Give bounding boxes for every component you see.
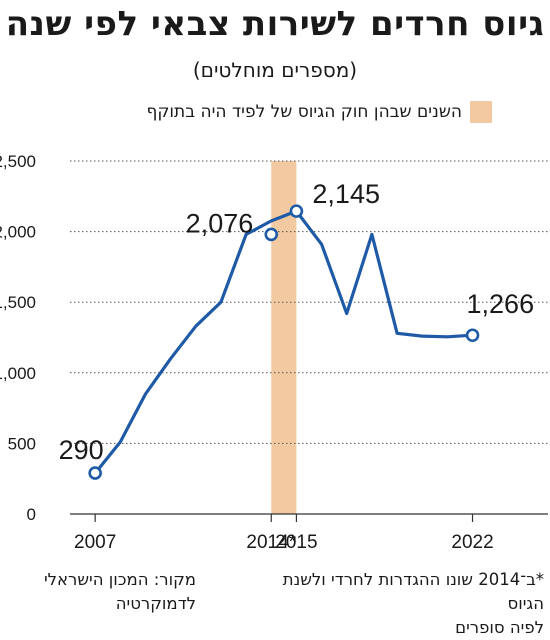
- footnote-line-2: לפיה סופרים: [455, 618, 544, 637]
- line-chart: 0 500 1,000 1,500 2,000 2,500 2007 2014*2015 202…: [0, 152, 548, 553]
- data-label: 1,266: [467, 289, 535, 319]
- y-tick-label: 2,000: [0, 223, 36, 242]
- x-tick-label: 2014*: [246, 532, 296, 553]
- chart-title: גיוס חרדים לשירות צבאי לפי שנה: [5, 4, 545, 44]
- data-point-marker: [88, 466, 102, 480]
- legend: השנים שבהן חוק הגיוס של לפיד היה בתוקף: [146, 101, 492, 123]
- x-tick-label: 2015: [275, 532, 317, 553]
- y-tick-label: 1,000: [0, 364, 36, 383]
- data-label: 2,076: [186, 208, 254, 238]
- source-line-2: לדמוקרטיה: [115, 594, 196, 613]
- data-point-marker: [264, 227, 279, 242]
- footnote-line-1: *ב־2014 שונו ההגדרות לחרדי ולשנת הגיוס: [282, 570, 544, 613]
- x-tick-label: 2007: [74, 532, 116, 553]
- data-point-marker: [289, 204, 304, 218]
- legend-swatch: [470, 101, 492, 123]
- source-note: מקור: המכון הישראלי לדמוקרטיה: [6, 568, 196, 616]
- x-tick-label: 2022: [451, 532, 493, 553]
- legend-label: השנים שבהן חוק הגיוס של לפיד היה בתוקף: [146, 102, 462, 122]
- y-tick-label: 2,500: [0, 152, 36, 171]
- data-label: 2,145: [312, 179, 380, 209]
- data-label: 290: [59, 435, 104, 465]
- y-tick-label: 1,500: [0, 293, 36, 312]
- y-tick-label: 500: [8, 434, 36, 453]
- source-line-1: מקור: המכון הישראלי: [43, 570, 196, 589]
- data-point-marker: [465, 328, 480, 343]
- chart-subtitle: (מספרים מוחלטים): [192, 58, 358, 82]
- footnote: *ב־2014 שונו ההגדרות לחרדי ולשנת הגיוס ל…: [244, 568, 544, 640]
- series-line: [93, 209, 475, 475]
- y-tick-label: 0: [27, 505, 36, 524]
